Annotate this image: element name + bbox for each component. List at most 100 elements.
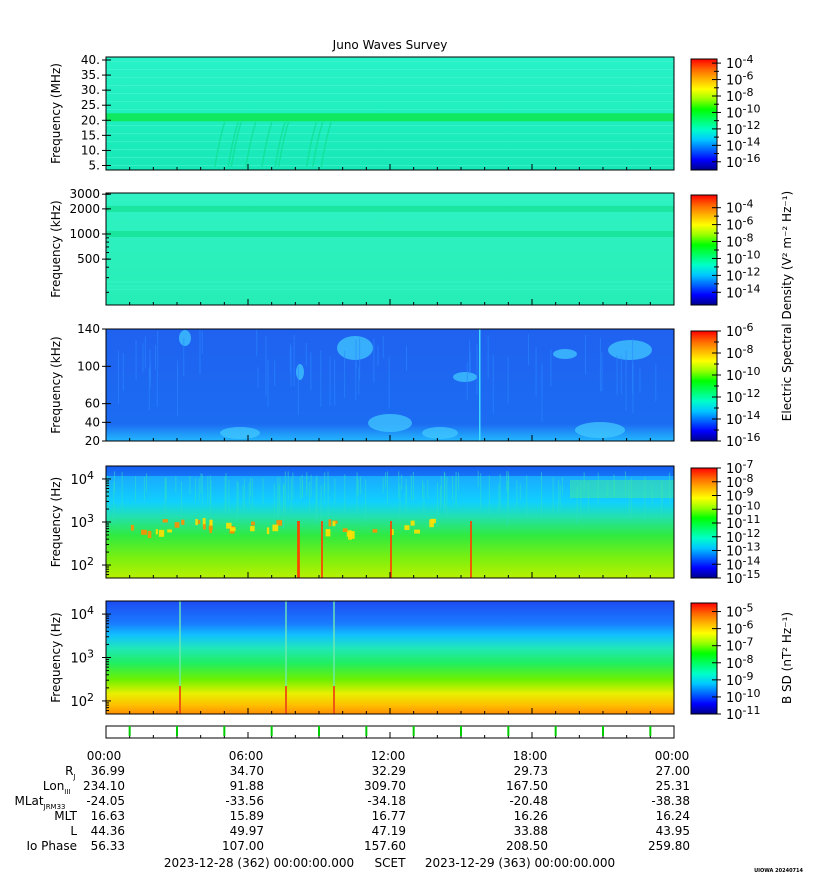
spectrogram-texture	[179, 601, 335, 714]
ephemeris-marker	[318, 726, 320, 736]
y-tick-label: 500	[77, 252, 100, 266]
colorbar-tick-label: 10-12	[726, 119, 761, 138]
ephemeris-label: MLatJRM33	[15, 794, 66, 811]
ephemeris-marker	[176, 726, 178, 736]
y-tick-label: 104	[70, 604, 94, 623]
colorbar-tick-label: 10-7	[726, 458, 754, 477]
colorbar-tick-label: 10-8	[726, 232, 754, 251]
ephemeris-value: 91.88	[230, 779, 264, 793]
colorbar-3: 10-6 10-8 10-10 10-12 10-14 10-16	[690, 321, 761, 450]
ephemeris-value: 43.95	[656, 824, 690, 838]
spectrogram-texture	[106, 205, 674, 290]
y-tick-label: 102	[70, 555, 94, 574]
spectrogram-texture	[106, 61, 674, 168]
colorbar-tick-label: 10-7	[726, 636, 754, 655]
ephemeris-marker	[554, 726, 557, 736]
colorbar-tick-label: 10-14	[726, 409, 761, 428]
y-tick-label: 140	[77, 322, 100, 336]
colorbar-tick-label: 10-12	[726, 387, 761, 406]
version-tag: UIOWA 20240714	[754, 868, 803, 874]
colorbar-tick-label: 10-10	[726, 687, 761, 706]
ephemeris-value: 259.80	[648, 839, 690, 853]
ephemeris-value: 107.00	[222, 839, 264, 853]
colorbar-tick-label: 10-11	[726, 513, 761, 532]
ephemeris-value: 34.70	[230, 764, 264, 778]
colorbar-gradient	[690, 602, 718, 715]
colorbar-tick-label: 10-8	[726, 653, 754, 672]
time-tick-label: 00:00	[87, 749, 122, 763]
colorbar-tick-label: 10-8	[726, 343, 754, 362]
footer-scet-label: SCET	[375, 856, 407, 870]
footer-start-time: 2023-12-28 (362) 00:00:00.000	[164, 856, 354, 870]
electric-colorbar-title: Electric Spectral Density (V² m⁻² Hz⁻¹)	[780, 191, 794, 421]
colorbar-tick-label: 10-13	[726, 541, 761, 560]
colorbar-tick-label: 10-8	[726, 472, 754, 491]
ephemeris-marker	[223, 726, 226, 736]
y-tick-label: 40	[85, 415, 100, 429]
ephemeris-marker	[460, 726, 462, 736]
spectrogram-texture	[117, 329, 657, 441]
ephemeris-row: RJ 36.99 34.70 32.29 29.73 27.00	[65, 764, 690, 781]
colorbar-tick-label: 10-14	[726, 554, 761, 573]
spectrogram-panels: 40.35.30.25.20.15.10.5. Frequency (MHz) 30…	[49, 53, 675, 715]
time-tick-label: 06:00	[229, 749, 264, 763]
colorbar-tick-label: 10-8	[726, 86, 754, 105]
time-tick-label: 12:00	[371, 749, 406, 763]
y-tick-label: 103	[70, 512, 94, 531]
ephemeris-value: -33.56	[225, 794, 264, 808]
colorbar-tick-label: 10-6	[726, 321, 754, 340]
colorbar-tick-label: 10-11	[726, 704, 761, 723]
emission-band	[106, 113, 674, 122]
ephemeris-value: 309.70	[364, 779, 406, 793]
y-axis-label: Frequency (kHz)	[49, 336, 63, 433]
time-tick-label: 18:00	[513, 749, 548, 763]
y-tick-label: 30.	[81, 83, 100, 97]
y-tick-label: 10.	[81, 143, 100, 157]
colorbar-tick-label: 10-16	[726, 152, 761, 171]
ephemeris-value: 25.31	[656, 779, 690, 793]
footer: 2023-12-28 (362) 00:00:00.000 SCET 2023-…	[164, 856, 615, 870]
ephemeris-value: 157.60	[364, 839, 406, 853]
ephemeris-label: RJ	[65, 764, 75, 781]
colorbar-4: 10-710-810-910-1010-1110-1210-1310-1410-…	[690, 458, 761, 587]
ephemeris-value: 49.97	[230, 824, 264, 838]
colorbar-tick-label: 10-4	[726, 198, 754, 217]
y-tick-label: 20.	[81, 113, 100, 127]
colorbar-tick-label: 10-5	[726, 602, 754, 621]
y-tick-label: 3000	[69, 187, 100, 201]
ephemeris-value: 56.33	[91, 839, 125, 853]
ephemeris-value: 36.99	[91, 764, 125, 778]
ephemeris-value: 27.00	[656, 764, 690, 778]
ephemeris-marker	[602, 726, 604, 736]
plot-title: Juno Waves Survey	[332, 38, 448, 52]
colorbar-tick-label: 10-14	[726, 135, 761, 154]
ephemeris-value: 44.36	[91, 824, 125, 838]
spectrogram-image	[106, 601, 674, 714]
y-tick-label: 25.	[81, 98, 100, 112]
ephemeris-value: 29.73	[514, 764, 548, 778]
ephemeris-row: MLatJRM33 -24.05 -33.56 -34.18 -20.48 -38.38	[15, 794, 690, 811]
time-tick-label: 00:00	[655, 749, 690, 763]
footer-end-time: 2023-12-29 (363) 00:00:00.000	[425, 856, 615, 870]
y-tick-label: 102	[70, 691, 94, 710]
colorbar-tick-label: 10-9	[726, 486, 754, 505]
colorbar-tick-label: 10-10	[726, 365, 761, 384]
colorbar-tick-label: 10-16	[726, 431, 761, 450]
y-tick-label: 1000	[69, 227, 100, 241]
y-axis-label: Frequency (Hz)	[49, 477, 63, 568]
ephemeris-marker	[365, 726, 368, 736]
colorbar-tick-label: 10-10	[726, 102, 761, 121]
colorbar-tick-label: 10-4	[726, 53, 754, 72]
ephemeris-strip: 00:00 06:00 12:00 18:00 00:00 RJ 36.99 34.70 32.…	[15, 725, 690, 853]
emission-band	[106, 231, 674, 238]
ephemeris-label: Io Phase	[26, 839, 77, 853]
colorbar-tick-label: 10-10	[726, 499, 761, 518]
y-tick-label: 104	[70, 469, 94, 488]
magnetic-colorbar-title: B SD (nT² Hz⁻¹)	[780, 612, 794, 704]
colorbar-tick-label: 10-9	[726, 670, 754, 689]
ephemeris-marker	[649, 726, 652, 736]
y-tick-label: 15.	[81, 128, 100, 142]
